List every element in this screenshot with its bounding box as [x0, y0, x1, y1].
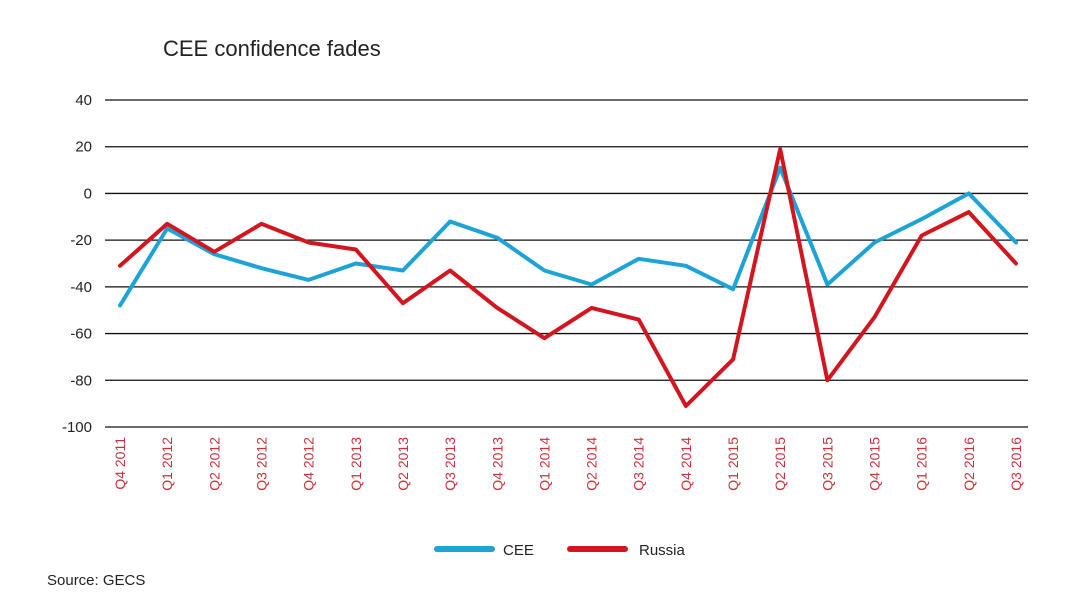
x-tick-label: Q1 2014: [536, 437, 552, 491]
x-tick-label: Q4 2012: [301, 437, 317, 491]
legend-label-russia: Russia: [639, 542, 686, 559]
y-tick-label: 20: [75, 139, 92, 156]
x-tick-label: Q4 2011: [112, 437, 128, 490]
x-tick-label: Q3 2016: [1008, 437, 1024, 491]
x-tick-label: Q2 2012: [206, 437, 222, 491]
y-axis: 40 20 0 -20 -40 -60 -80 -100: [62, 92, 92, 436]
x-tick-label: Q1 2016: [914, 437, 930, 491]
x-tick-label: Q2 2016: [961, 437, 977, 491]
y-tick-label: 40: [75, 92, 92, 109]
legend: CEE Russia: [434, 542, 686, 559]
chart-title: CEE confidence fades: [163, 36, 381, 61]
x-tick-label: Q4 2013: [489, 437, 505, 491]
x-tick-label: Q1 2013: [348, 437, 364, 491]
x-tick-label: Q3 2012: [253, 437, 269, 491]
x-tick-label: Q3 2015: [819, 437, 835, 491]
x-tick-label: Q2 2014: [584, 437, 600, 491]
y-tick-label: -60: [70, 326, 92, 343]
x-tick-label: Q3 2013: [442, 437, 458, 491]
x-tick-label: Q1 2012: [159, 437, 175, 491]
y-tick-label: 0: [84, 185, 92, 202]
y-tick-label: -40: [70, 279, 92, 296]
gridlines: [105, 99, 1028, 428]
x-tick-label: Q1 2015: [725, 437, 741, 491]
source-note: Source: GECS: [47, 572, 146, 589]
x-tick-label: Q4 2015: [867, 437, 883, 491]
x-tick-label: Q2 2015: [772, 437, 788, 491]
series-line-cee: [118, 165, 1018, 308]
series-line-russia: [118, 147, 1018, 408]
x-tick-label: Q2 2013: [395, 437, 411, 491]
x-tick-label: Q4 2014: [678, 437, 694, 491]
legend-label-cee: CEE: [503, 542, 534, 559]
y-tick-label: -80: [70, 372, 92, 389]
series-group: [118, 147, 1018, 408]
y-tick-label: -20: [70, 232, 92, 249]
x-tick-label: Q3 2014: [631, 437, 647, 491]
x-axis: Q4 2011 Q1 2012 Q2 2012 Q3 2012 Q4 2012 Q1 20…: [112, 437, 1024, 491]
y-tick-label: -100: [62, 419, 92, 436]
